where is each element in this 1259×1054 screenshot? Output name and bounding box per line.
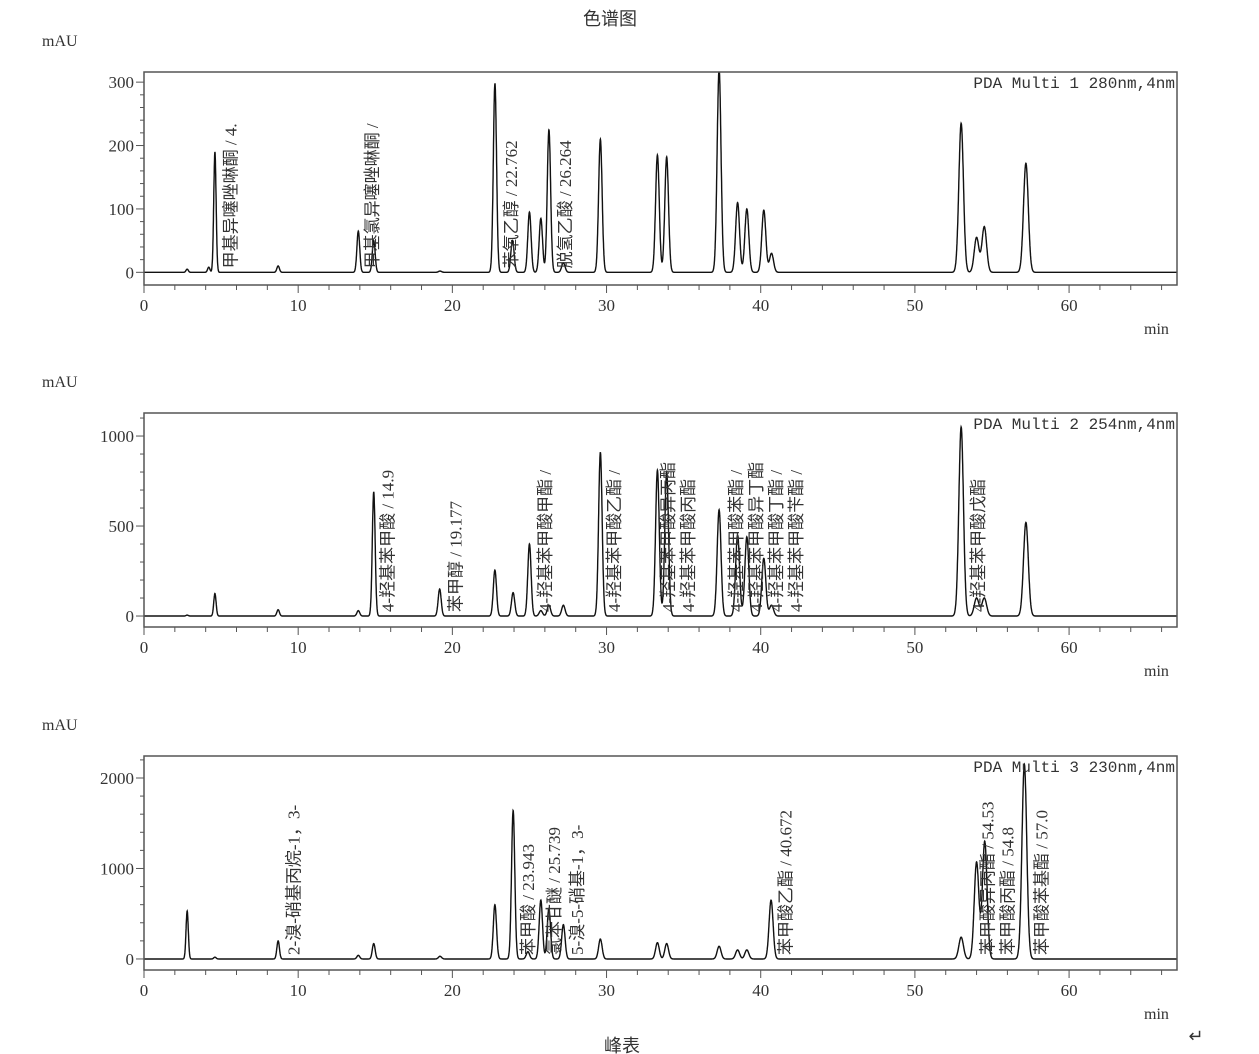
x-tick-label: 50: [906, 296, 923, 315]
x-tick-label: 60: [1061, 638, 1078, 657]
chromatogram-panel-3: 2-溴-硝基丙烷-1，3- 苯甲酸 / 23.943 氯苯甘醚 / 25.739 5-…: [42, 717, 1178, 1023]
peak-annotation: 2-溴-硝基丙烷-1，3-: [285, 804, 304, 954]
peak-annotation: 脱氢乙酸 / 26.264: [556, 140, 575, 268]
peak-annotation: 4-羟基苯甲酸戊酯: [969, 479, 988, 612]
y-tick-label: 1000: [100, 427, 134, 446]
x-tick-label: 40: [752, 638, 769, 657]
x-tick-label: 0: [140, 981, 149, 1000]
x-tick-label: 30: [598, 296, 615, 315]
x-tick-label: 60: [1061, 296, 1078, 315]
y-tick-label: 0: [126, 950, 135, 969]
x-tick-label: 50: [906, 981, 923, 1000]
peak-annotation: 苯甲酸异丙酯 / 54.53: [978, 801, 997, 954]
peak-annotation: 苯甲酸乙酯 / 40.672: [776, 810, 795, 955]
x-tick-label: 30: [598, 638, 615, 657]
plot-frame: [143, 71, 1178, 286]
channel-label: PDA Multi 2 254nm,4nm: [973, 416, 1175, 434]
channel-label: PDA Multi 3 230nm,4nm: [973, 759, 1175, 777]
peak-annotation: 甲基异噻唑啉酮 / 4.: [221, 123, 240, 268]
chromatogram-panel-2: 4-羟基苯甲酸 / 14.9 苯甲醇 / 19.177 4-羟基苯甲酸甲酯 / 4-羟…: [42, 374, 1178, 680]
peak-annotation: 4-羟基苯甲酸苯酯 /: [727, 470, 746, 612]
x-tick-label: 40: [752, 981, 769, 1000]
peak-annotation: 氯苯甘醚 / 25.739: [545, 827, 564, 955]
peak-annotation: 甲基氯异噻唑啉酮 /: [363, 123, 382, 268]
x-tick-label: 0: [140, 296, 149, 315]
peak-annotation: 苯甲酸 / 23.943: [519, 844, 538, 955]
x-tick-label: 40: [752, 296, 769, 315]
x-tick-label: 50: [906, 638, 923, 657]
chromatogram-trace: [144, 762, 1177, 960]
peak-annotation: 5-溴-5-硝基-1，3-: [568, 824, 587, 955]
chromatogram-panel-1: 甲基异噻唑啉酮 / 4. 甲基氯异噻唑啉酮 / 苯氧乙醇 / 22.762 脱氢乙酸 …: [42, 33, 1178, 338]
x-axis-unit: min: [1144, 321, 1169, 338]
x-tick-label: 10: [290, 981, 307, 1000]
x-tick-label: 30: [598, 981, 615, 1000]
peak-annotation: 苯甲醇 / 19.177: [446, 501, 465, 612]
y-axis-unit: mAU: [42, 717, 78, 734]
x-tick-label: 10: [290, 638, 307, 657]
y-tick-label: 200: [109, 137, 135, 156]
y-tick-label: 0: [126, 263, 135, 282]
y-axis-unit: mAU: [42, 33, 78, 50]
peak-annotation: 4-羟基苯甲酸乙酯 /: [605, 470, 624, 612]
peak-annotation: 4-羟基苯甲酸 / 14.9: [379, 470, 398, 612]
chromatogram-trace: [144, 72, 1177, 273]
plot-frame: [143, 755, 1178, 971]
x-tick-label: 0: [140, 638, 149, 657]
x-tick-label: 20: [444, 981, 461, 1000]
peak-annotation: 4-羟基苯甲酸异丁酯: [747, 462, 766, 612]
peak-annotation: 4-羟基苯甲酸甲酯 /: [536, 470, 555, 612]
y-axis-unit: mAU: [42, 374, 78, 391]
x-tick-label: 60: [1061, 981, 1078, 1000]
chromatogram-trace: [144, 424, 1177, 617]
peak-annotation: 4-羟基苯甲酸异丙酯: [659, 462, 678, 612]
y-tick-label: 2000: [100, 769, 134, 788]
x-tick-label: 20: [444, 638, 461, 657]
peak-annotation: 4-羟基苯甲酸苄酯 /: [787, 470, 806, 612]
peak-annotation: 苯甲酸苯基酯 / 57.0: [1032, 810, 1051, 955]
peak-table-heading: 峰表: [604, 1036, 640, 1054]
return-mark: ↵: [1188, 1026, 1203, 1046]
peak-annotation: 苯氧乙醇 / 22.762: [502, 140, 521, 268]
y-tick-label: 500: [109, 517, 135, 536]
peak-annotation: 4-羟基苯甲酸丙酯: [679, 479, 698, 612]
x-axis-unit: min: [1144, 663, 1169, 680]
y-tick-label: 100: [109, 200, 135, 219]
y-tick-label: 1000: [100, 859, 134, 878]
y-tick-label: 300: [109, 73, 135, 92]
peak-annotation: 4-羟基苯甲酸丁酯 /: [767, 470, 786, 612]
figure-title: 色谱图: [583, 9, 637, 29]
y-tick-label: 0: [126, 607, 135, 626]
peak-annotation: 苯甲酸丙酯 / 54.8: [998, 827, 1017, 955]
x-axis-unit: min: [1144, 1006, 1169, 1023]
x-tick-label: 10: [290, 296, 307, 315]
x-tick-label: 20: [444, 296, 461, 315]
channel-label: PDA Multi 1 280nm,4nm: [973, 75, 1175, 93]
plot-frame: [143, 412, 1178, 628]
